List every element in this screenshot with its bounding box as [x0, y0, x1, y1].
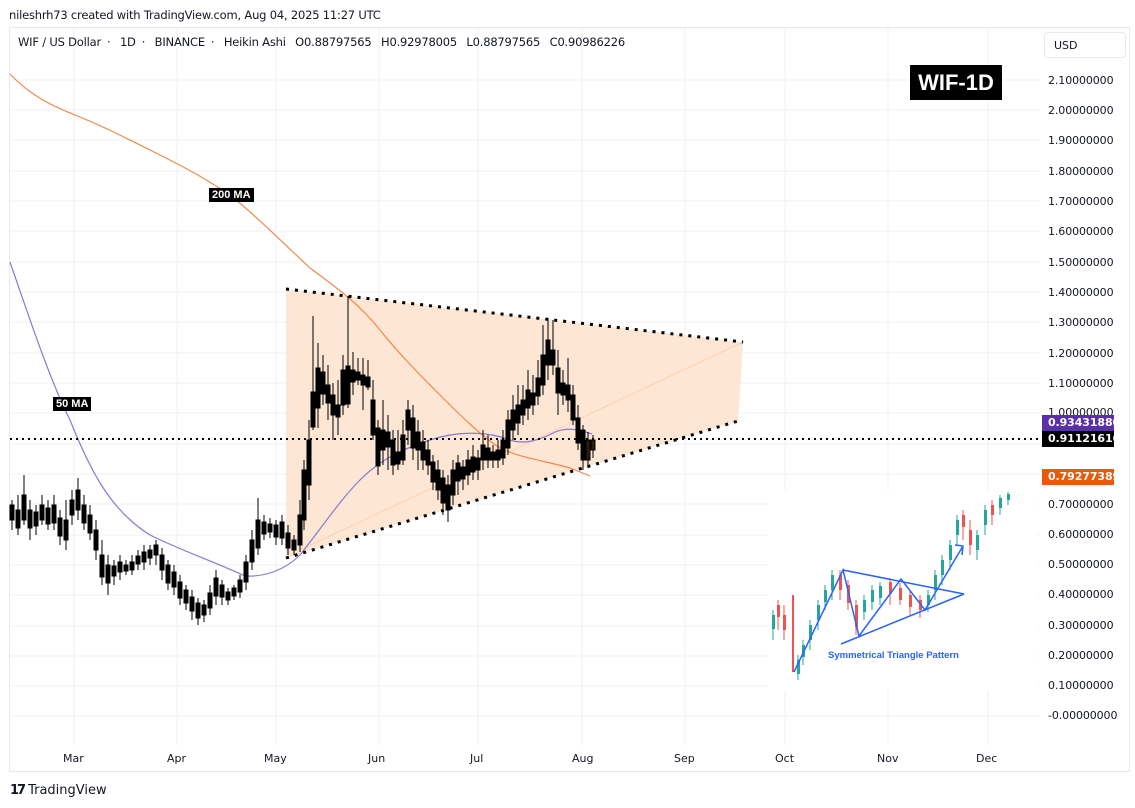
- symbol-timeframe-badge: WIF-1D: [910, 65, 1002, 100]
- price-tick: 1.50000000: [1048, 256, 1114, 269]
- price-tick: 1.40000000: [1048, 286, 1114, 299]
- inset-pattern-illustration: [768, 490, 1038, 690]
- time-tick: Sep: [674, 752, 695, 765]
- price-tick: 2.00000000: [1048, 104, 1114, 117]
- ma200-label: 200 MA: [209, 188, 254, 202]
- chart-frame: [9, 27, 1130, 772]
- legend-exchange: BINANCE: [154, 35, 205, 49]
- price-tick: 0.60000000: [1048, 528, 1114, 541]
- time-tick: Apr: [167, 752, 187, 765]
- chart-credit: nileshrh73 created with TradingView.com,…: [9, 8, 381, 22]
- price-tick: 1.70000000: [1048, 195, 1114, 208]
- triangle-lower-line: [285, 419, 739, 560]
- time-tick: Nov: [877, 752, 899, 765]
- legend-interval: 1D: [119, 35, 136, 49]
- price-tick: 0.30000000: [1048, 619, 1114, 632]
- candles: [9, 296, 596, 625]
- legend-open: O0.88797565: [295, 35, 372, 49]
- last-price-tag: 0.91121616: [1042, 431, 1120, 447]
- ma50-label: 50 MA: [53, 397, 92, 411]
- time-tick: Dec: [976, 752, 998, 765]
- price-tick: 0.70000000: [1048, 498, 1114, 511]
- price-tick: 1.20000000: [1048, 347, 1114, 360]
- symbol-legend[interactable]: WIF / US Dollar · 1D · BINANCE · Heikin Ash…: [18, 35, 626, 49]
- ma50-price-tag: 0.93431880: [1042, 415, 1120, 431]
- price-tick: 2.10000000: [1048, 74, 1114, 87]
- legend-symbol: WIF / US Dollar: [18, 35, 101, 49]
- ma50-line: [9, 261, 593, 577]
- tradingview-brand[interactable]: 17 TradingView: [10, 783, 107, 798]
- price-tick: -0.00000000: [1048, 709, 1118, 722]
- time-tick: May: [264, 752, 287, 765]
- time-tick: Jul: [470, 752, 484, 765]
- time-tick: Jun: [368, 752, 386, 765]
- currency-button[interactable]: USD: [1044, 32, 1126, 58]
- time-tick: Mar: [63, 752, 84, 765]
- price-tick: 0.50000000: [1048, 558, 1114, 571]
- price-tick: 0.10000000: [1048, 679, 1114, 692]
- price-tick: 1.30000000: [1048, 316, 1114, 329]
- legend-low: L0.88797565: [466, 35, 541, 49]
- price-tick: 1.80000000: [1048, 165, 1114, 178]
- ma200-price-tag: 0.79277389: [1042, 469, 1120, 485]
- price-tick: 1.10000000: [1048, 377, 1114, 390]
- legend-close: C0.90986226: [549, 35, 626, 49]
- price-tick: 0.40000000: [1048, 588, 1114, 601]
- price-tick: 1.60000000: [1048, 225, 1114, 238]
- legend-chart-type: Heikin Ashi: [223, 35, 286, 49]
- price-tick: 1.90000000: [1048, 134, 1114, 147]
- brand-name: TradingView: [28, 783, 107, 798]
- legend-high: H0.92978005: [381, 35, 457, 49]
- time-tick: Aug: [572, 752, 594, 765]
- time-tick: Oct: [775, 752, 795, 765]
- tradingview-logo-icon: 17: [10, 783, 26, 798]
- price-axis[interactable]: [1040, 28, 1129, 771]
- price-tick: 0.20000000: [1048, 649, 1114, 662]
- inset-caption: Symmetrical Triangle Pattern: [828, 650, 959, 661]
